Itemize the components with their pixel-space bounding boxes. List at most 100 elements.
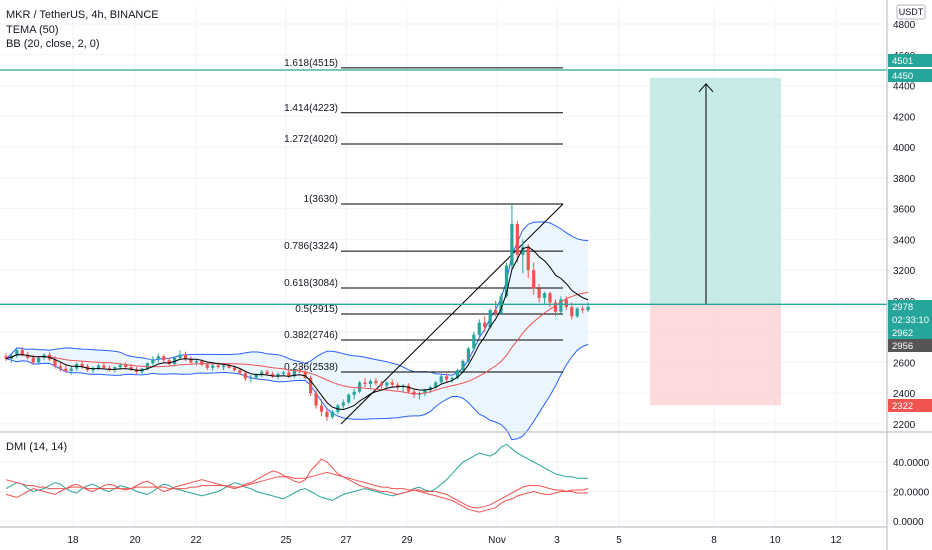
time-tick-label: 3 — [554, 535, 560, 546]
price-tick-label: 4000 — [893, 143, 916, 154]
symbol-title: MKR / TetherUS, 4h, BINANCE — [6, 9, 159, 21]
candle-body — [20, 350, 24, 355]
candle-body — [167, 360, 171, 364]
time-tick-label: 12 — [830, 535, 842, 546]
price-tick-label: 4200 — [893, 112, 916, 123]
candle-body — [368, 380, 373, 384]
candle-body — [374, 380, 378, 384]
candle-body — [526, 247, 530, 271]
candle-body — [205, 364, 209, 368]
price-label-text: 4501 — [892, 56, 913, 67]
price-labels: 4501 4450 2978 02:33:10 2962 2956 2322 — [888, 54, 932, 412]
candle-body — [265, 371, 269, 374]
tema-line — [5, 246, 589, 411]
price-tick-label: 2400 — [893, 389, 916, 400]
candle-body — [80, 364, 84, 367]
time-tick-label: 18 — [67, 535, 79, 546]
dmi-series-line — [5, 443, 589, 501]
price-label-text: 02:33:10 — [892, 315, 929, 326]
candle-body — [156, 356, 160, 360]
target-arrow-head — [698, 83, 714, 93]
candle-body — [352, 391, 356, 395]
time-tick-label: 22 — [190, 535, 202, 546]
candle-body — [102, 365, 106, 368]
fib-level-label: 1(3630) — [304, 194, 338, 205]
price-tick-label: 3200 — [893, 266, 916, 277]
candle-body — [341, 402, 345, 406]
candle-body — [26, 354, 30, 358]
price-label-text: 2978 — [892, 302, 913, 313]
candle-body — [325, 411, 329, 418]
candle-body — [559, 299, 563, 312]
fib-trend-line — [340, 203, 564, 425]
fib-level-label: 1.272(4020) — [284, 134, 338, 145]
candle-body — [118, 364, 122, 368]
fib-level-label: 0.5(2915) — [295, 304, 338, 315]
indicator-lines — [5, 246, 589, 411]
legend-dmi[interactable]: DMI (14, 14) — [6, 441, 68, 453]
price-tick-label: 4800 — [893, 20, 916, 31]
candle-body — [194, 360, 198, 363]
candle-body — [390, 382, 394, 385]
candle-body — [434, 382, 438, 388]
candle-body — [129, 367, 133, 370]
candle-body — [439, 376, 443, 383]
dmi-series-line — [5, 471, 589, 509]
fib-level-label: 1.414(4223) — [284, 103, 338, 114]
candle-body — [53, 359, 57, 367]
candle-body — [281, 372, 286, 374]
candle-body — [69, 368, 73, 371]
candle-body — [211, 365, 215, 368]
price-tick-label: 3600 — [893, 205, 916, 216]
candle-body — [238, 370, 242, 374]
candle-body — [406, 385, 411, 392]
candle-body — [314, 393, 318, 406]
candle-body — [270, 374, 275, 377]
fib-level-label: 0.618(3084) — [284, 278, 338, 289]
fib-level-label: 0.382(2746) — [284, 330, 338, 341]
candle-body — [183, 354, 188, 359]
price-label-bg — [888, 300, 932, 313]
candle-body — [477, 322, 481, 335]
candle-body — [216, 365, 220, 368]
candle-body — [249, 377, 253, 379]
time-tick-label: 29 — [401, 535, 413, 546]
candle-body — [200, 360, 204, 365]
candle-body — [151, 359, 155, 364]
time-tick-label: 25 — [280, 535, 292, 546]
candle-body — [488, 310, 492, 328]
candle-body — [124, 364, 128, 368]
candle-body — [570, 307, 574, 317]
bb-lower-line — [5, 343, 589, 441]
candle-body — [189, 358, 193, 363]
horizontal-lines[interactable] — [0, 69, 887, 305]
candle-body — [15, 350, 19, 356]
candle-body — [515, 224, 519, 255]
legend-tema[interactable]: TEMA (50) — [6, 24, 59, 36]
fibonacci-extension[interactable]: 1.618(4515) 1.414(4223) 1.272(4020) 1(3630)… — [284, 58, 564, 425]
candle-body — [178, 354, 182, 358]
candle-body — [319, 405, 324, 412]
candle-body — [586, 306, 590, 311]
candle-body — [423, 390, 427, 394]
candle-body — [575, 308, 579, 317]
candle-body — [428, 387, 432, 391]
price-label-text: 2962 — [892, 328, 913, 339]
time-tick-label: 10 — [769, 535, 781, 546]
price-label-bg — [888, 339, 932, 352]
price-label-text: 2956 — [892, 341, 913, 352]
candle-body — [303, 371, 307, 378]
long-position-tool[interactable] — [650, 77, 781, 406]
dmi-series-line — [5, 458, 589, 513]
legend-bb[interactable]: BB (20, close, 2, 0) — [6, 38, 100, 50]
fib-level-label: 0.236(2538) — [284, 362, 338, 373]
price-tick-label: 3800 — [893, 174, 916, 185]
candle-body — [466, 348, 470, 361]
time-tick-label: 5 — [616, 535, 622, 546]
candle-body — [107, 367, 111, 370]
candle-body — [396, 384, 400, 388]
candle-body — [243, 373, 247, 379]
candle-body — [292, 370, 296, 377]
candle-body — [504, 265, 509, 297]
